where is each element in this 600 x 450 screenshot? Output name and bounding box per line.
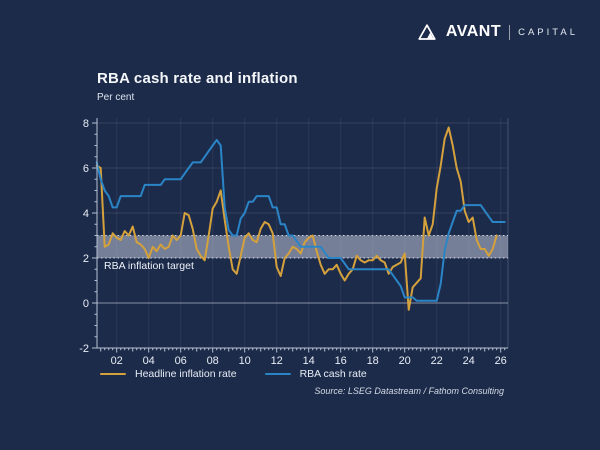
x-tick-label: 10 [239, 355, 251, 367]
legend-item-cash-rate: RBA cash rate [264, 368, 367, 380]
x-tick-label: 04 [143, 355, 155, 367]
y-tick-label: 6 [83, 163, 89, 175]
legend-label-cash-rate: RBA cash rate [299, 368, 367, 380]
chart-unit-label: Per cent [97, 92, 135, 103]
x-tick-label: 02 [111, 355, 123, 367]
inflation-target-band-label: RBA inflation target [104, 259, 194, 272]
brand-name: AVANT [445, 23, 502, 40]
x-tick-label: 18 [367, 355, 379, 367]
headline-inflation-rate-line [95, 126, 498, 311]
x-tick-label: 16 [335, 355, 347, 367]
cash-rate-swatch [264, 372, 291, 376]
mountain-icon [418, 24, 436, 40]
x-tick-label: 14 [303, 355, 315, 367]
y-tick-label: 0 [83, 298, 89, 310]
x-tick-label: 08 [207, 355, 219, 367]
brand-suffix: CAPITAL [518, 26, 578, 38]
legend-item-headline-inflation: Headline inflation rate [100, 368, 237, 380]
x-tick-label: 12 [271, 355, 283, 367]
headline-inflation-swatch [100, 372, 126, 376]
y-tick-label: -2 [79, 343, 89, 355]
legend-label-headline-inflation: Headline inflation rate [135, 368, 237, 380]
y-tick-label: 2 [83, 253, 89, 265]
brand-logo: AVANT CAPITAL [416, 19, 578, 45]
x-tick-label: 24 [463, 355, 475, 367]
brand-divider [509, 24, 511, 40]
source-credit: Source: LSEG Datastream / Fathom Consult… [314, 386, 504, 396]
x-tick-label: 06 [175, 355, 187, 367]
x-tick-label: 26 [495, 355, 507, 367]
rba-cash-rate-line [95, 138, 506, 302]
chart-legend: Headline inflation rate RBA cash rate [100, 368, 367, 380]
y-tick-label: 4 [83, 208, 89, 220]
y-tick-label: 8 [83, 118, 89, 130]
x-tick-label: 20 [399, 355, 411, 367]
x-tick-label: 22 [431, 355, 443, 367]
chart-title: RBA cash rate and inflation [97, 70, 298, 87]
